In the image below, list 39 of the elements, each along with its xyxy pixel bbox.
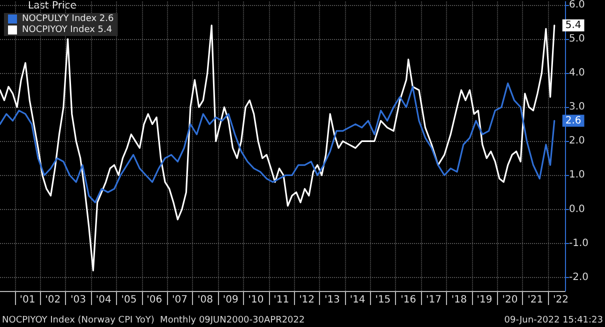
data-label: 5.4 xyxy=(565,20,582,31)
y-tick-label: 3.0 xyxy=(569,102,585,113)
x-tick-label: '22 xyxy=(552,294,568,306)
x-tick-label: '13 xyxy=(324,294,340,306)
y-tick-label: 2.0 xyxy=(569,136,585,147)
x-tick-label: '06 xyxy=(146,294,162,306)
x-tick-label: '10 xyxy=(248,294,264,306)
x-tick-label: '02 xyxy=(45,294,61,306)
x-tick-label: '08 xyxy=(197,294,213,306)
x-tick-label: '17 xyxy=(426,294,442,306)
x-tick-label: '20 xyxy=(502,294,518,306)
y-tick-label: 0.0 xyxy=(569,204,585,215)
x-tick-label: '11 xyxy=(274,294,290,306)
y-tick-label: 5.0 xyxy=(569,34,585,45)
line-series xyxy=(0,24,556,272)
x-tick-label: '09 xyxy=(222,294,238,306)
y-tick-label: -2.0 xyxy=(569,272,589,283)
x-tick-label: '19 xyxy=(476,294,492,306)
data-label: 2.6 xyxy=(565,115,582,126)
x-tick-label: '03 xyxy=(70,294,86,306)
legend-label: NOCPIYOY Index 5.4 xyxy=(22,25,112,35)
y-tick-label: -1.0 xyxy=(569,238,589,249)
x-tick-label: '01 xyxy=(20,294,36,306)
text: NOCPIYOY Index (Norway CPI YoY) Monthly 09JUN2000-30APR2022 xyxy=(2,316,305,326)
x-tick-label: '18 xyxy=(451,294,467,306)
x-tick-label: '04 xyxy=(96,294,112,306)
x-tick-label: '16 xyxy=(400,294,416,306)
x-tick-label: '15 xyxy=(375,294,391,306)
x-tick-label: '12 xyxy=(299,294,315,306)
y-tick-label: 4.0 xyxy=(569,68,585,79)
legend-label: NOCPULYY Index 2.6 xyxy=(22,14,114,24)
line-series xyxy=(0,82,556,204)
x-tick-label: '05 xyxy=(121,294,137,306)
x-tick-label: '07 xyxy=(172,294,188,306)
x-tick-label: '14 xyxy=(350,294,366,306)
x-tick-label: '21 xyxy=(528,294,544,306)
y-tick-label: 6.0 xyxy=(569,0,585,10)
text: 09-Jun-2022 15:41:23 xyxy=(504,316,604,326)
y-tick-label: 1.0 xyxy=(569,170,585,181)
